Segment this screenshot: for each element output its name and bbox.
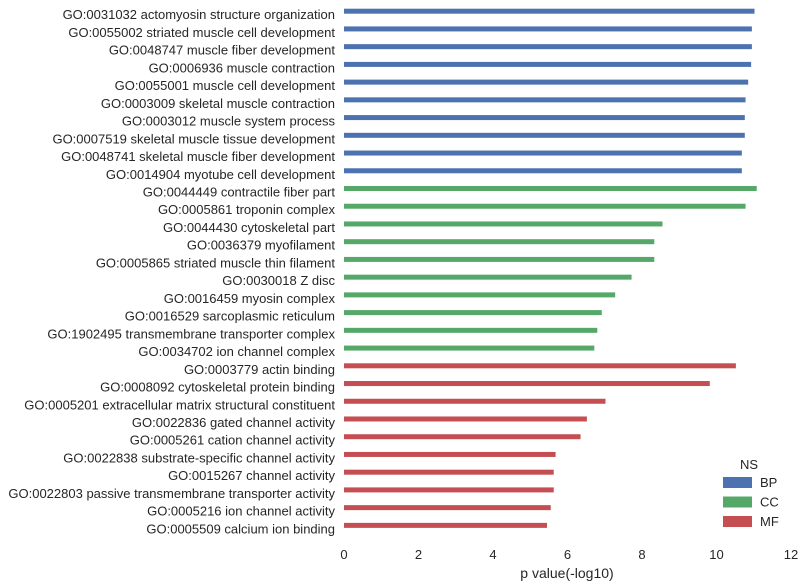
category-label: GO:0015267 channel activity (168, 468, 335, 483)
bar-bp (344, 150, 742, 156)
category-label: GO:0048747 muscle fiber development (109, 43, 336, 58)
legend-swatch-mf (723, 516, 752, 527)
category-label: GO:0005865 striated muscle thin filament (96, 255, 336, 270)
category-label: GO:0022803 passive transmembrane transpo… (8, 486, 335, 501)
x-tick-label: 8 (638, 547, 645, 562)
bar-cc (344, 274, 632, 280)
legend-title: NS (740, 457, 758, 472)
bar-cc (344, 239, 655, 245)
bar-bp (344, 8, 755, 14)
bar-bp (344, 115, 745, 121)
x-tick-label: 10 (709, 547, 723, 562)
category-label: GO:0055001 muscle cell development (115, 78, 336, 93)
x-tick-label: 12 (784, 547, 798, 562)
bar-cc (344, 256, 655, 262)
legend-label-cc: CC (760, 495, 779, 510)
bar-mf (344, 381, 710, 387)
x-tick-label: 2 (415, 547, 422, 562)
legend: NS BP CC MF (723, 457, 779, 529)
category-label: GO:0048741 skeletal muscle fiber develop… (61, 149, 335, 164)
category-label: GO:0005201 extracellular matrix structur… (24, 397, 335, 412)
legend-swatch-cc (723, 496, 752, 508)
legend-label-mf: MF (760, 514, 779, 529)
bar-cc (344, 203, 746, 209)
category-label: GO:0005261 cation channel activity (130, 433, 336, 448)
category-label: GO:0005861 troponin complex (158, 202, 336, 217)
category-label: GO:0003012 muscle system process (122, 114, 336, 129)
category-label: GO:0030018 Z disc (222, 273, 335, 288)
category-label: GO:0008092 cytoskeletal protein binding (100, 380, 335, 395)
bar-bp (344, 61, 752, 67)
category-label: GO:0005509 calcium ion binding (146, 521, 335, 536)
category-label: GO:0055002 striated muscle cell developm… (68, 25, 335, 40)
bar-mf (344, 398, 606, 404)
category-label: GO:0003009 skeletal muscle contraction (101, 96, 335, 111)
bar-cc (344, 310, 602, 316)
category-label: GO:0022836 gated channel activity (132, 415, 336, 430)
category-label: GO:0003779 actin binding (184, 362, 335, 377)
bar-mf (344, 416, 587, 422)
bar-cc (344, 327, 598, 333)
category-label: GO:0005216 ion channel activity (147, 504, 335, 519)
bar-bp (344, 97, 746, 103)
category-label: GO:0006936 muscle contraction (149, 60, 335, 75)
x-axis-ticks: 0 2 4 6 8 10 12 (340, 547, 798, 562)
bar-cc (344, 345, 595, 351)
legend-swatch-bp (723, 477, 752, 488)
bar-mf (344, 469, 554, 475)
bars-group (344, 8, 757, 528)
category-label: GO:0014904 myotube cell development (106, 167, 335, 182)
x-axis-label: p value(-log10) (520, 565, 613, 581)
x-tick-label: 0 (340, 547, 347, 562)
x-tick-label: 4 (489, 547, 496, 562)
bar-bp (344, 26, 752, 32)
category-label: GO:0022838 substrate-specific channel ac… (63, 450, 335, 465)
category-label: GO:0016529 sarcoplasmic reticulum (125, 309, 335, 324)
bar-bp (344, 132, 745, 138)
category-label: GO:0031032 actomyosin structure organiza… (63, 7, 335, 22)
category-label: GO:0044449 contractile fiber part (143, 185, 336, 200)
bar-mf (344, 487, 554, 493)
bar-cc (344, 186, 757, 191)
x-tick-label: 6 (564, 547, 571, 562)
category-label: GO:0044430 cytoskeletal part (163, 220, 335, 235)
category-label: GO:0007519 skeletal muscle tissue develo… (52, 131, 335, 146)
bar-bp (344, 44, 752, 50)
category-labels: GO:0031032 actomyosin structure organiza… (8, 7, 335, 536)
bar-cc (344, 221, 663, 227)
bar-mf (344, 522, 548, 528)
bar-mf (344, 505, 551, 511)
bar-bp (344, 79, 749, 85)
bar-mf (344, 451, 556, 457)
bar-mf (344, 363, 736, 369)
category-label: GO:1902495 transmembrane transporter com… (47, 326, 335, 341)
bar-bp (344, 168, 742, 174)
category-label: GO:0036379 myofilament (187, 238, 336, 253)
bar-cc (344, 292, 616, 298)
bar-mf (344, 434, 581, 440)
category-label: GO:0016459 myosin complex (164, 291, 336, 306)
category-label: GO:0034702 ion channel complex (138, 344, 335, 359)
legend-label-bp: BP (760, 475, 777, 490)
